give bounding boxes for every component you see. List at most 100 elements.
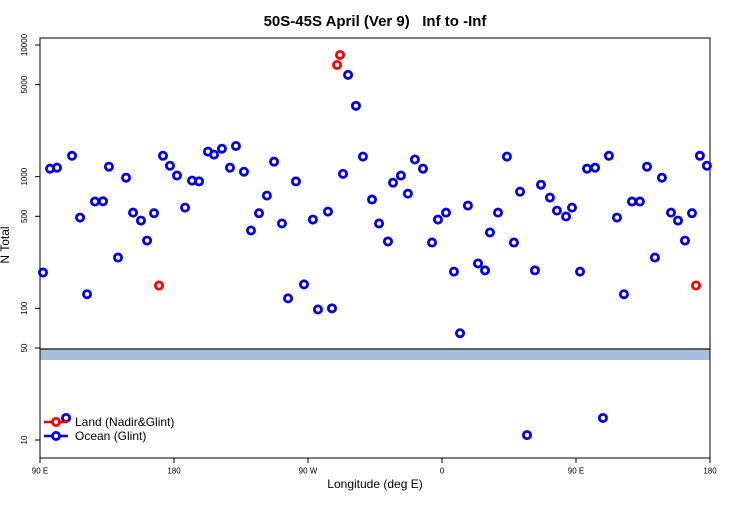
data-point (312, 304, 323, 315)
data-point (269, 156, 280, 167)
data-point (343, 69, 354, 80)
data-point (544, 192, 555, 203)
y-tick-label: 10000 (20, 33, 29, 56)
data-point (691, 280, 702, 291)
data-point (672, 215, 683, 226)
data-point (337, 168, 348, 179)
data-point (97, 196, 108, 207)
data-point (508, 237, 519, 248)
data-point (382, 236, 393, 247)
data-point (164, 160, 175, 171)
x-tick-label: 90 W (299, 467, 318, 476)
data-point (67, 150, 78, 161)
data-point (656, 172, 667, 183)
data-point (245, 225, 256, 236)
data-point (634, 196, 645, 207)
data-point (128, 207, 139, 218)
legend-symbol (51, 430, 62, 441)
data-point (388, 177, 399, 188)
data-point (501, 151, 512, 162)
data-point (322, 206, 333, 217)
data-point (307, 214, 318, 225)
data-point (276, 218, 287, 229)
data-point (603, 150, 614, 161)
plot-frame (39, 37, 711, 459)
data-point (480, 265, 491, 276)
data-point (298, 279, 309, 290)
data-point (335, 49, 346, 60)
chart-title: 50S-45S April (Ver 9) Inf to -Inf (264, 13, 488, 30)
x-tick-label: 90 E (568, 467, 584, 476)
map-strip (40, 349, 710, 360)
data-point (209, 149, 220, 160)
data-point (37, 267, 48, 278)
data-point (171, 170, 182, 181)
data-point (149, 208, 160, 219)
legend-label: Ocean (Glint) (75, 429, 146, 443)
data-point (153, 280, 164, 291)
data-point (462, 200, 473, 211)
data-point (597, 412, 608, 423)
data-point (75, 212, 86, 223)
data-point (142, 235, 153, 246)
data-point (409, 154, 420, 165)
data-point (448, 266, 459, 277)
x-tick-label: 0 (440, 467, 445, 476)
data-point (238, 166, 249, 177)
data-point (332, 59, 343, 70)
y-tick-label: 100 (20, 301, 29, 315)
data-point (473, 258, 484, 269)
data-point (194, 176, 205, 187)
data-point (432, 214, 443, 225)
data-point (224, 162, 235, 173)
data-point (402, 188, 413, 199)
data-point (121, 172, 132, 183)
data-point (686, 208, 697, 219)
y-tick-label: 500 (20, 209, 29, 223)
data-point (642, 161, 653, 172)
data-point (566, 202, 577, 213)
y-tick-label: 5000 (20, 75, 29, 93)
data-point (611, 212, 622, 223)
data-point (357, 151, 368, 162)
data-point (326, 303, 337, 314)
x-tick-label: 180 (167, 467, 181, 476)
x-tick-label: 90 E (32, 467, 48, 476)
data-point (82, 289, 93, 300)
data-point (230, 140, 241, 151)
data-point (261, 190, 272, 201)
data-point (254, 208, 265, 219)
x-axis-label: Longitude (deg E) (327, 477, 422, 491)
x-tick-label: 180 (703, 467, 717, 476)
data-point (103, 161, 114, 172)
data-point (290, 176, 301, 187)
data-point (135, 215, 146, 226)
data-point (51, 162, 62, 173)
y-tick-label: 50 (20, 343, 29, 352)
data-point (701, 160, 712, 171)
data-point (417, 163, 428, 174)
data-point (441, 207, 452, 218)
data-point (484, 227, 495, 238)
data-point (492, 207, 503, 218)
data-point (180, 202, 191, 213)
data-point (618, 289, 629, 300)
data-point (694, 150, 705, 161)
data-point (561, 211, 572, 222)
data-point (575, 266, 586, 277)
data-point (113, 252, 124, 263)
data-point (529, 265, 540, 276)
y-tick-label: 10 (20, 435, 29, 444)
y-axis-label: N Total (0, 226, 12, 263)
data-point (590, 162, 601, 173)
data-point (350, 100, 361, 111)
data-point (679, 235, 690, 246)
y-tick-label: 1000 (20, 167, 29, 185)
data-point (157, 150, 168, 161)
data-point (649, 252, 660, 263)
legend-symbol (51, 416, 62, 427)
data-point (395, 170, 406, 181)
data-point (551, 205, 562, 216)
data-point (367, 194, 378, 205)
